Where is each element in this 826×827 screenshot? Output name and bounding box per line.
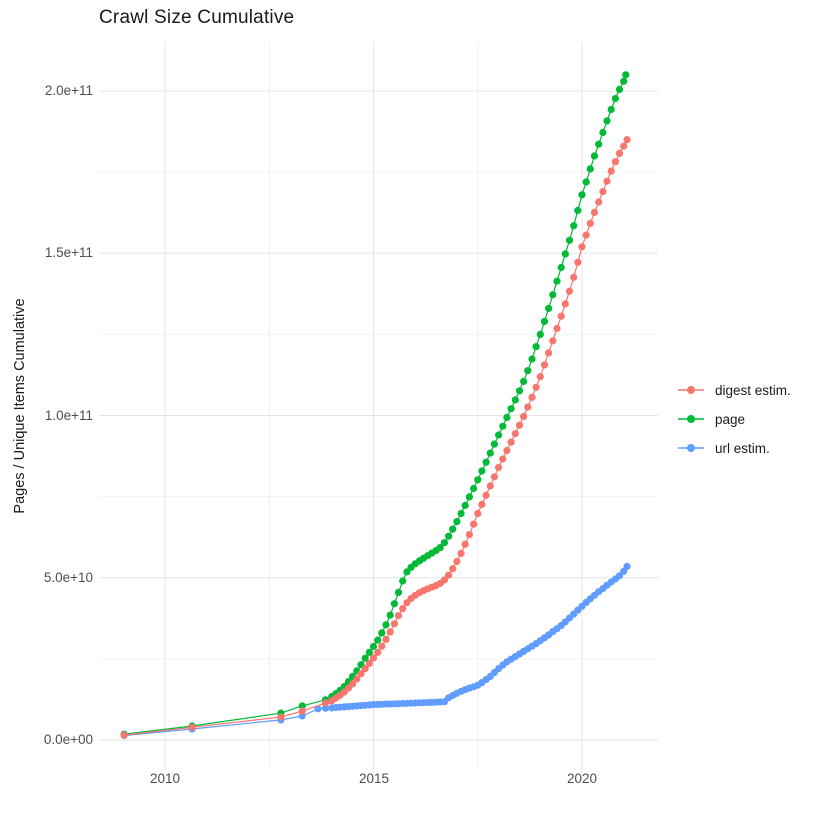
y-axis-title: Pages / Unique Items Cumulative <box>12 298 28 514</box>
legend-item-url-estim: url estim. <box>676 438 791 458</box>
y-tick-label: 1.5e+11 <box>44 245 93 260</box>
x-tick-label: 2020 <box>566 771 598 786</box>
y-tick-label: 1.0e+11 <box>44 408 93 423</box>
y-tick-label: 5.0e+10 <box>43 570 93 585</box>
x-tick-label: 2010 <box>149 771 181 786</box>
legend-item-page: page <box>676 409 791 429</box>
legend: digest estim. page url estim. <box>676 380 791 458</box>
chart-title: Crawl Size Cumulative <box>99 7 295 28</box>
y-tick-label: 0.0e+00 <box>43 732 93 747</box>
x-tick-label: 2015 <box>358 771 390 786</box>
legend-label: digest estim. <box>715 382 791 398</box>
y-tick-label: 2.0e+11 <box>44 83 93 98</box>
data-series <box>120 71 631 740</box>
gridlines <box>99 42 658 770</box>
legend-key-icon <box>676 380 706 400</box>
legend-label: page <box>715 411 746 427</box>
legend-item-digest-estim: digest estim. <box>676 380 791 400</box>
legend-key-icon <box>676 409 706 429</box>
legend-key-icon <box>676 438 706 458</box>
legend-label: url estim. <box>715 440 770 456</box>
